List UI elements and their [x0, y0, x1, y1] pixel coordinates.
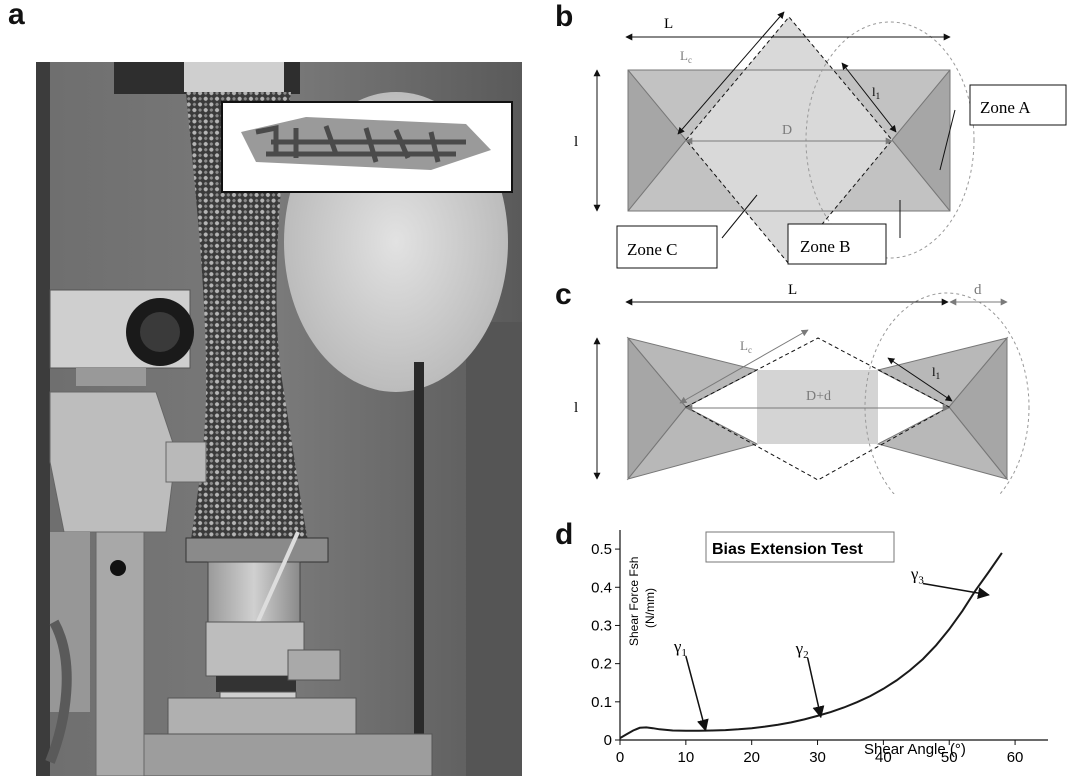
displacement-d-label: d [974, 282, 982, 298]
x-tick-label: 30 [809, 749, 826, 766]
y-ticks: 0 0.1 0.2 0.3 0.4 0.5 [591, 541, 620, 749]
panel-label-d: d [555, 518, 574, 551]
x-ticks: 0 10 20 30 40 50 60 [616, 740, 1024, 766]
gamma-annotations: γ1 γ2 γ3 [673, 564, 990, 732]
y-axis-label-line1: Shear Force Fsh [627, 557, 641, 646]
panel-label-b: b [555, 0, 574, 33]
chart-title-box [705, 531, 895, 563]
x-tick-label: 40 [875, 749, 892, 766]
bias-extension-sample-diagram: L l Lc l1 D Zone A Zone B Zone C [574, 11, 1067, 269]
length-Lc-label: Lc [680, 48, 692, 65]
y-tick-label: 0.2 [591, 656, 612, 673]
gamma-arrow [685, 655, 709, 732]
x-tick-label: 0 [616, 749, 624, 766]
shear-force-chart: 0 0.1 0.2 0.3 0.4 0.5 0 10 20 30 40 50 60 γ1 γ2 γ3 Bi… [591, 530, 1048, 766]
chart-axes [619, 530, 1048, 741]
y-tick-label: 0.1 [591, 694, 612, 711]
length-Lc-arrow-c [679, 329, 809, 404]
y-axis-label-line2: (N/mm) [643, 588, 657, 628]
y-tick-label: 0 [604, 732, 612, 749]
length-Dd-label: D+d [806, 389, 831, 404]
shear-force-curve [619, 552, 1003, 739]
zone-c-box [616, 225, 718, 269]
zone-a-label: Zone A [980, 98, 1031, 117]
length-Lc-label-c: Lc [740, 338, 752, 355]
width-l-label-c: l [574, 400, 578, 416]
zone-b-box [787, 223, 887, 265]
length-l1-arrow [841, 62, 897, 133]
length-Lc-arrow [677, 11, 785, 135]
length-l1-arrow-c [887, 357, 953, 402]
length-l1-label: l1 [872, 84, 880, 101]
length-L-label: L [664, 16, 673, 32]
zone-a-outline-deformed [864, 292, 1030, 494]
zone-b-label: Zone B [800, 237, 851, 256]
gamma-label: γ3 [910, 564, 925, 586]
y-tick-label: 0.4 [591, 579, 612, 596]
y-tick-label: 0.5 [591, 541, 612, 558]
x-tick-label: 50 [941, 749, 958, 766]
gamma-label: γ1 [673, 637, 687, 659]
length-l1-label-c: l1 [932, 364, 940, 381]
deformed-sample-shape [626, 336, 1009, 481]
test-rig-photo [36, 62, 522, 776]
x-tick-label: 10 [678, 749, 695, 766]
gamma-arrow [806, 657, 825, 719]
y-tick-label: 0.3 [591, 617, 612, 634]
length-L-label-c: L [788, 282, 797, 298]
panel-label-a: a [8, 0, 25, 31]
chart-title: Bias Extension Test [712, 541, 864, 558]
gamma-arrow [922, 582, 990, 599]
x-tick-label: 20 [743, 749, 760, 766]
width-l-label: l [574, 134, 578, 150]
x-tick-label: 60 [1007, 749, 1024, 766]
zone-a-box [969, 84, 1067, 126]
zone-c-label: Zone C [627, 240, 678, 259]
length-D-label: D [782, 123, 792, 138]
x-axis-label: Shear Angle (°) [864, 741, 966, 758]
panel-label-c: c [555, 278, 572, 311]
deformed-sample-diagram: L d l Lc l1 D+d [574, 282, 1030, 494]
gamma-label: γ2 [795, 639, 809, 661]
